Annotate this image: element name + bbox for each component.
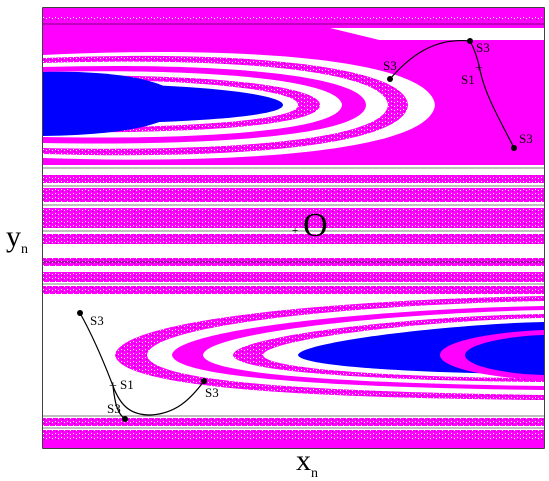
label-s3: S3 bbox=[383, 58, 397, 73]
stripe bbox=[43, 418, 544, 426]
y-axis-label: yn bbox=[6, 220, 28, 257]
center-marker: + bbox=[292, 225, 298, 237]
stripe bbox=[43, 430, 544, 440]
center-label: O bbox=[303, 207, 328, 244]
saddle-point bbox=[511, 145, 517, 151]
saddle-point bbox=[387, 76, 393, 82]
stripe bbox=[43, 8, 544, 16]
cross-marker: + bbox=[475, 61, 483, 76]
stripe bbox=[43, 16, 544, 20]
lower-tongue bbox=[115, 296, 544, 400]
manifold-lines bbox=[43, 23, 544, 429]
saddle-point bbox=[77, 310, 83, 316]
upper-white-wedge bbox=[330, 40, 544, 55]
fixed-points bbox=[77, 38, 517, 422]
saddle-point bbox=[201, 378, 207, 384]
label-s1: S1 bbox=[461, 72, 475, 87]
label-s3: S3 bbox=[107, 401, 121, 416]
label-s1: S1 bbox=[120, 377, 134, 392]
label-s3: S3 bbox=[205, 385, 219, 400]
label-s3: S3 bbox=[519, 131, 533, 146]
plot-area bbox=[43, 8, 544, 448]
saddle-point bbox=[122, 416, 128, 422]
upper-tongue bbox=[43, 52, 435, 160]
label-s3: S3 bbox=[90, 313, 104, 328]
saddle-point bbox=[467, 38, 473, 44]
cross-marker: + bbox=[109, 379, 117, 394]
x-axis-label: xn bbox=[296, 444, 318, 481]
label-s3: S3 bbox=[476, 40, 490, 55]
stripe bbox=[43, 440, 544, 448]
